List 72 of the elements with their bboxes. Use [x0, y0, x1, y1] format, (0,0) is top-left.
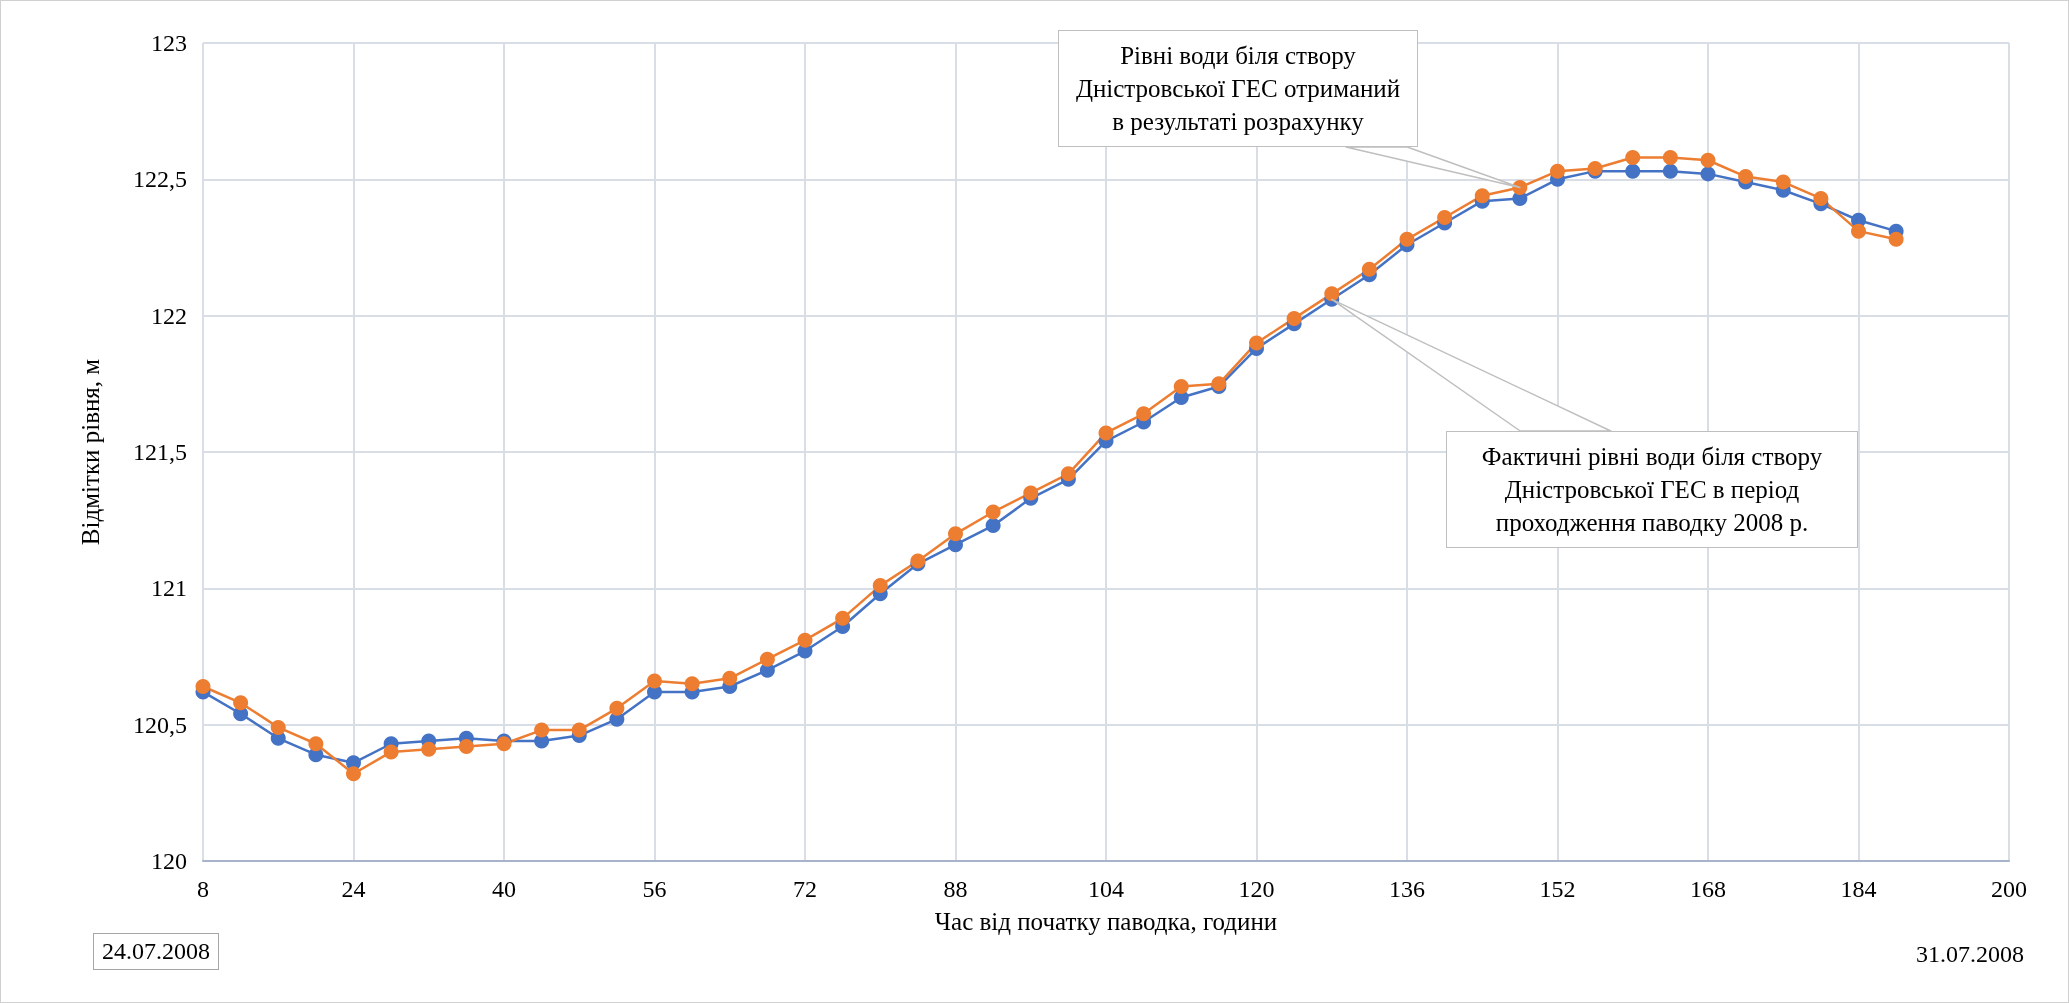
point	[1700, 166, 1716, 182]
point	[872, 578, 888, 594]
point	[383, 744, 399, 760]
y-tick-label: 122	[151, 302, 187, 329]
x-tick-label: 136	[1389, 876, 1425, 902]
point	[421, 741, 437, 757]
point	[571, 722, 587, 738]
point	[948, 526, 963, 542]
point	[1738, 169, 1754, 185]
point	[1098, 425, 1114, 441]
y-tick-label: 122,5	[133, 166, 187, 193]
point	[1813, 190, 1829, 206]
point	[684, 676, 700, 692]
point	[1399, 231, 1415, 247]
point	[1286, 310, 1302, 326]
x-tick-label: 200	[1991, 876, 2027, 902]
x-tick-label: 56	[642, 876, 667, 902]
point	[1700, 152, 1716, 168]
point	[1662, 150, 1678, 166]
point	[1249, 335, 1264, 351]
point	[1023, 485, 1039, 501]
x-tick-label: 168	[1690, 876, 1726, 902]
x-tick-label: 104	[1088, 876, 1124, 902]
x-tick-label: 40	[492, 876, 516, 902]
x-tick-label: 184	[1840, 876, 1877, 902]
x-axis-title: Час від початку паводка, години	[934, 908, 1278, 935]
y-tick-label: 120,5	[133, 711, 187, 738]
point	[534, 722, 550, 738]
text: 24.07.2008	[93, 933, 219, 970]
point	[270, 719, 286, 735]
y-tick-label: 121	[151, 575, 187, 602]
point	[1888, 231, 1904, 247]
point	[1550, 163, 1565, 179]
x-tick-label: 120	[1238, 876, 1275, 902]
y-tick-label: 123	[151, 30, 187, 56]
point	[797, 632, 813, 648]
point	[1324, 286, 1340, 302]
point	[985, 504, 1001, 520]
annotation: Рівні води біля створу Дністровської ГЕС отриманий в результаті розрахунку	[1058, 30, 1418, 147]
point	[346, 766, 361, 782]
point	[233, 695, 249, 711]
point	[1060, 466, 1076, 482]
annotation: Фактичні рівні води біля створу Дністровської ГЕС в період проходження паводку 2008 р.	[1446, 431, 1858, 548]
x-tick-label: 72	[793, 876, 817, 902]
point	[1625, 163, 1641, 179]
point	[1173, 379, 1189, 395]
point	[609, 700, 625, 716]
x-tick-label: 152	[1539, 876, 1576, 902]
text: 31.07.2008	[1916, 941, 2024, 968]
point	[1361, 261, 1377, 277]
point	[1625, 150, 1641, 166]
point	[1775, 174, 1791, 190]
point	[759, 651, 775, 667]
point	[195, 679, 211, 694]
point	[1136, 406, 1152, 422]
x-tick-label: 88	[943, 876, 968, 902]
point	[1474, 188, 1490, 204]
point	[1662, 163, 1678, 179]
y-tick-label: 120	[151, 848, 187, 874]
point	[722, 670, 738, 686]
x-tick-label: 24	[341, 876, 366, 902]
point	[835, 610, 851, 626]
point	[458, 738, 474, 754]
y-axis-title: Відмітки рівня, м	[77, 358, 104, 546]
point	[1437, 210, 1453, 225]
point	[647, 673, 662, 689]
x-tick-label: 8	[197, 876, 209, 902]
point	[985, 518, 1001, 534]
point	[1512, 180, 1528, 196]
point	[308, 736, 324, 752]
y-tick-label: 121,5	[133, 439, 187, 465]
point	[1851, 223, 1866, 239]
